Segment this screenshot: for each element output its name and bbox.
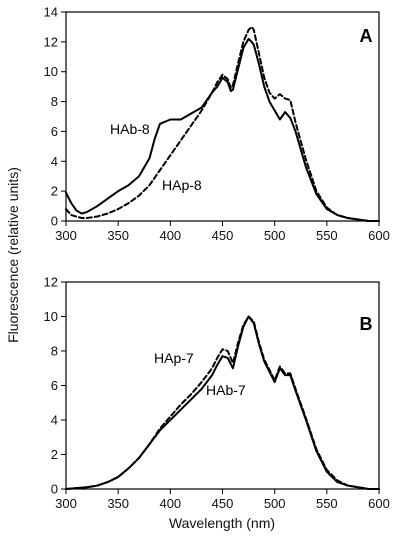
panel-label: B bbox=[360, 314, 373, 334]
x-tick-label: 550 bbox=[316, 228, 338, 243]
series-line-hap-8 bbox=[65, 25, 380, 222]
chart-panels: 300 350 400 450 500 550 600 0 2 4 6 8 10 12 14 HAb-8 HAp… bbox=[44, 5, 390, 512]
x-tick-label: 400 bbox=[159, 228, 181, 243]
x-tick-label: 350 bbox=[107, 228, 129, 243]
x-tick-label: 400 bbox=[159, 496, 181, 511]
y-tick-label: 6 bbox=[51, 378, 58, 393]
series-line-hab-7 bbox=[65, 315, 380, 490]
series-annotation-hab-8: HAb-8 bbox=[110, 121, 150, 137]
chart-panel-a: 300 350 400 450 500 550 600 0 2 4 6 8 10 12 14 HAb-8 HAp… bbox=[44, 5, 390, 244]
y-tick-label: 12 bbox=[44, 275, 58, 290]
y-tick-label: 4 bbox=[51, 154, 58, 169]
y-axis-label: Fluorescence (relative units) bbox=[5, 167, 21, 343]
x-tick-label: 600 bbox=[368, 496, 390, 511]
series-annotation-hap-8: HAp-8 bbox=[162, 177, 202, 193]
panel-label: A bbox=[360, 26, 373, 46]
x-tick-label: 450 bbox=[212, 496, 234, 511]
x-tick-label: 300 bbox=[55, 228, 77, 243]
plot-frame bbox=[65, 11, 380, 222]
y-tick-label: 2 bbox=[51, 447, 58, 462]
x-tick-label: 550 bbox=[316, 496, 338, 511]
x-tick-label: 500 bbox=[264, 496, 286, 511]
x-tick-label: 450 bbox=[212, 228, 234, 243]
chart-panel-b: 300 350 400 450 500 550 600 0 2 4 6 8 10 12 HAb-7 HAp-7… bbox=[44, 275, 390, 512]
series-line-hab-8 bbox=[65, 37, 380, 222]
y-tick-label: 8 bbox=[51, 94, 58, 109]
y-tick-label: 6 bbox=[51, 124, 58, 139]
series-annotation-hap-7: HAp-7 bbox=[154, 350, 194, 366]
y-tick-label: 0 bbox=[51, 214, 58, 229]
series-line-hap-7 bbox=[65, 315, 380, 490]
x-tick-label: 500 bbox=[264, 228, 286, 243]
y-tick-label: 4 bbox=[51, 413, 58, 428]
x-axis-label: Wavelength (nm) bbox=[169, 515, 275, 531]
y-tick-label: 14 bbox=[44, 5, 58, 20]
x-tick-label: 350 bbox=[107, 496, 129, 511]
x-tick-label: 600 bbox=[368, 228, 390, 243]
y-tick-label: 12 bbox=[44, 34, 58, 49]
x-tick-label: 300 bbox=[55, 496, 77, 511]
y-tick-label: 2 bbox=[51, 184, 58, 199]
series-annotation-hab-7: HAb-7 bbox=[206, 382, 246, 398]
y-tick-label: 10 bbox=[44, 309, 58, 324]
y-tick-label: 8 bbox=[51, 344, 58, 359]
y-tick-label: 10 bbox=[44, 64, 58, 79]
y-tick-label: 0 bbox=[51, 482, 58, 497]
